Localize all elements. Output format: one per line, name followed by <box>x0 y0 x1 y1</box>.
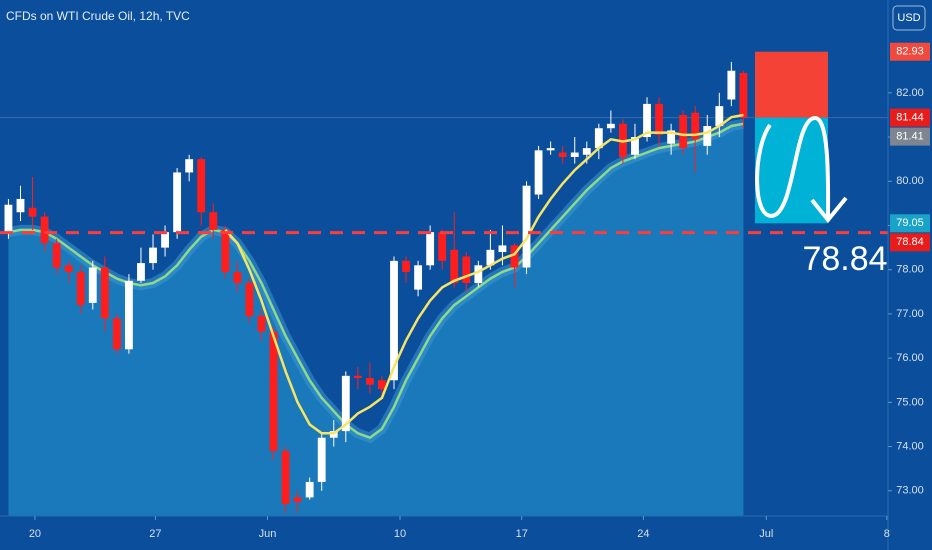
candle-body <box>631 137 639 155</box>
candle-body <box>317 437 326 482</box>
candle-body <box>281 451 290 505</box>
candle-body <box>76 271 85 306</box>
price-label-box <box>890 233 930 252</box>
candle-body <box>185 159 194 173</box>
candle-body <box>197 159 206 213</box>
candle-body <box>414 265 423 290</box>
candle-body <box>112 318 121 350</box>
price-label-box <box>890 214 930 233</box>
stop-zone <box>755 51 828 118</box>
annotation: 78.84 <box>802 240 887 278</box>
candle-body <box>643 103 651 138</box>
x-tick-label: Jun <box>259 528 277 540</box>
candle-body <box>173 172 182 233</box>
candle-body <box>558 152 567 157</box>
x-tick-label: Jul <box>759 528 773 540</box>
x-tick-label: 20 <box>29 528 41 540</box>
candle-body <box>498 245 507 253</box>
candle-body <box>426 232 435 266</box>
candle-body <box>221 229 230 272</box>
price-label-box <box>890 42 930 61</box>
candle-body <box>582 148 591 155</box>
price-label-box <box>890 127 930 146</box>
candle-body <box>378 380 386 390</box>
price-label: 78.84 <box>896 236 924 248</box>
candle-body <box>100 267 109 319</box>
candle-body <box>510 245 519 268</box>
candle-body <box>52 243 61 268</box>
candle-body <box>691 112 700 140</box>
price-label: 81.44 <box>896 112 924 124</box>
y-tick-label: 73.00 <box>896 485 924 497</box>
plot-area <box>0 51 888 517</box>
candle-body <box>209 212 218 230</box>
x-tick-label: 24 <box>637 528 649 540</box>
candle-body <box>257 316 266 332</box>
chart-title: CFDs on WTI Crude Oil, 12h, TVC <box>6 9 190 23</box>
arrow <box>755 115 831 219</box>
y-tick-label: 76.00 <box>896 352 924 364</box>
price-label: 79.05 <box>896 217 924 229</box>
candle-body <box>28 207 37 217</box>
candle-body <box>353 375 362 379</box>
candle-body <box>40 216 49 244</box>
y-tick-label: 74.00 <box>896 440 924 452</box>
y-tick-label: 75.00 <box>896 396 924 408</box>
candle-body <box>546 148 555 151</box>
price-label: 81.41 <box>896 131 924 143</box>
price-label-box <box>890 108 930 127</box>
candle-body <box>679 114 688 149</box>
currency[interactable]: USD <box>897 12 920 24</box>
candle-body <box>402 260 410 272</box>
candle-body <box>365 378 374 385</box>
candle-body <box>125 280 133 350</box>
y-tick-label: 78.00 <box>896 264 924 276</box>
candle-body <box>438 232 447 261</box>
candle-body <box>594 128 603 149</box>
candle-body <box>149 247 157 264</box>
x-tick-label: 10 <box>394 528 406 540</box>
candle-body <box>16 198 25 213</box>
y-tick-label: 80.00 <box>896 175 924 187</box>
candle-body <box>655 103 663 135</box>
candle-body <box>739 72 748 118</box>
candle-body <box>305 481 314 498</box>
candle-body <box>161 232 169 248</box>
candle-body <box>341 375 350 432</box>
candle-body <box>606 123 615 129</box>
y-tick-label: 77.00 <box>896 308 924 320</box>
x-tick-label: 8 <box>884 528 890 540</box>
x-tick-label: 17 <box>516 528 528 540</box>
candle-body <box>474 265 483 283</box>
candle-body <box>293 497 302 502</box>
candle-body <box>522 185 531 268</box>
candle-body <box>462 256 471 283</box>
candle-body <box>269 331 278 452</box>
candle-body <box>88 267 97 303</box>
y-tick-label: 82.00 <box>896 87 924 99</box>
candle-body <box>233 271 242 283</box>
candle-body <box>570 152 579 157</box>
candle-body <box>64 265 73 272</box>
candle-body <box>390 260 398 381</box>
candle-body <box>715 106 724 127</box>
ma-line <box>224 113 744 435</box>
candle-body <box>667 130 676 144</box>
candle-body <box>534 150 543 195</box>
price-label: 82.93 <box>896 46 924 58</box>
candle-body <box>486 249 495 266</box>
candle-body <box>703 126 712 146</box>
x-tick-label: 27 <box>149 528 161 540</box>
candle-body <box>245 282 254 317</box>
arrow-head <box>810 196 848 224</box>
candle-body <box>450 249 459 283</box>
candle-body <box>137 263 145 281</box>
candle-body <box>727 70 736 100</box>
currency-button[interactable] <box>892 5 926 31</box>
candle-body <box>4 204 13 232</box>
